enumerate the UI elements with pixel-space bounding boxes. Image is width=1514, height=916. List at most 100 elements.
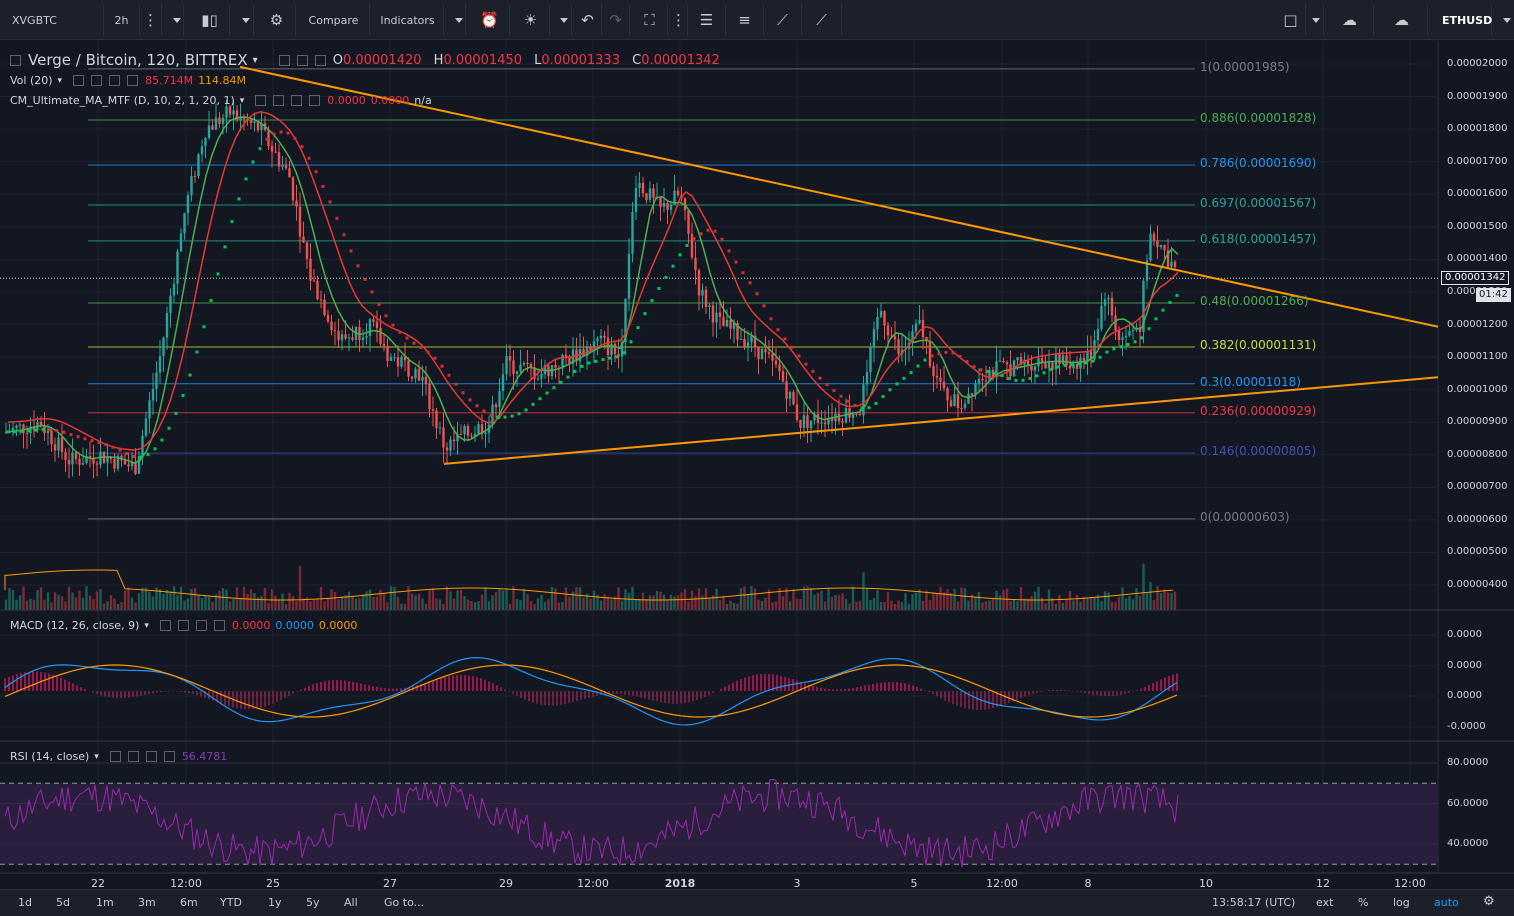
range-button[interactable]: 6m (180, 896, 198, 909)
volume-bar (799, 599, 802, 610)
macd-label[interactable]: MACD (12, 26, close, 9) (10, 619, 140, 632)
volume-label[interactable]: Vol (20) (10, 74, 53, 87)
eye-icon[interactable] (159, 620, 171, 631)
redo-icon[interactable]: ↷ (602, 4, 630, 36)
chart-type-dropdown[interactable] (230, 4, 254, 36)
ma-dot (181, 394, 185, 398)
drag-handle-icon[interactable]: ⋮ (670, 4, 688, 36)
horizontal-lines-icon[interactable]: ☰ (688, 4, 726, 36)
volume-bar (1086, 597, 1089, 610)
price-axis-label: 0.00001000 (1447, 383, 1508, 395)
plus-icon[interactable] (145, 751, 157, 762)
ideas-dropdown[interactable] (548, 4, 572, 36)
log-toggle[interactable]: log (1393, 896, 1410, 909)
range-button[interactable]: 1y (268, 896, 282, 909)
eye-icon[interactable] (278, 54, 290, 66)
plus-icon[interactable] (109, 75, 121, 86)
settings-icon[interactable] (91, 75, 103, 86)
close-icon[interactable] (163, 751, 175, 762)
compare-button[interactable]: Compare (298, 4, 370, 36)
candle-body (589, 346, 592, 351)
range-button[interactable]: 1d (18, 896, 32, 909)
ma-dot (503, 415, 507, 419)
chevron-down-icon[interactable]: ▾ (252, 54, 258, 66)
ma-dot (566, 375, 570, 379)
ma-dot (496, 415, 500, 419)
range-button[interactable]: 1m (96, 896, 114, 909)
time-axis-label: 12:00 (577, 877, 609, 890)
candle-body (739, 339, 743, 341)
symbol-search[interactable]: XVGBTC (0, 4, 104, 36)
settings-icon[interactable] (296, 54, 308, 66)
fib-fan-icon[interactable]: ⟋ (764, 4, 802, 36)
interval-menu-icon[interactable]: ⋮ (140, 4, 162, 36)
undo-icon[interactable]: ↶ (574, 4, 602, 36)
close-icon[interactable] (127, 75, 139, 86)
chevron-down-icon[interactable]: ▾ (239, 95, 245, 106)
volume-bar (809, 587, 813, 610)
chevron-down-icon[interactable]: ▾ (94, 751, 99, 762)
cloud-download-icon[interactable]: ☁ (1326, 4, 1374, 36)
indicators-button[interactable]: Indicators (372, 4, 444, 36)
layout-dropdown[interactable] (1300, 4, 1324, 36)
volume-bar (410, 593, 414, 610)
right-symbol-button[interactable]: ETHUSD (1430, 4, 1492, 36)
candle-body (662, 202, 666, 207)
chart-canvas[interactable] (0, 41, 1514, 889)
volume-bar (162, 594, 165, 610)
alert-icon[interactable]: ⏰ (470, 4, 510, 36)
chart-area[interactable]: Verge / Bitcoin, 120, BITTREX ▾ O0.00001… (0, 41, 1514, 889)
utc-clock[interactable]: 13:58:17 (UTC) (1212, 896, 1296, 909)
settings-icon[interactable] (273, 95, 285, 106)
gear-icon[interactable]: ⚙ (1483, 894, 1495, 909)
close-icon[interactable] (213, 620, 225, 631)
volume-bar (519, 600, 522, 610)
ext-toggle[interactable]: ext (1316, 896, 1334, 909)
trend-line-icon[interactable]: ⟋ (802, 4, 842, 36)
range-button[interactable]: 3m (138, 896, 156, 909)
range-button[interactable]: YTD (220, 896, 242, 909)
candle-body (627, 253, 631, 299)
fullscreen-icon[interactable]: ⛶ (632, 4, 668, 36)
ma-label[interactable]: CM_Ultimate_MA_MTF (D, 10, 2, 1, 20, 1) (10, 94, 235, 107)
ma-dot (405, 336, 409, 340)
close-icon[interactable] (309, 95, 321, 106)
main-title[interactable]: Verge / Bitcoin, 120, BITTREX (28, 51, 248, 69)
plus-icon[interactable] (291, 95, 303, 106)
candles-icon[interactable]: ▮▯ (190, 4, 230, 36)
gear-icon[interactable]: ⚙ (258, 4, 296, 36)
right-symbol-dropdown[interactable] (1492, 4, 1514, 36)
interval-dropdown[interactable] (162, 4, 184, 36)
candle-body (228, 106, 232, 115)
range-button[interactable]: All (344, 896, 358, 909)
plus-icon[interactable] (195, 620, 207, 631)
candle-body (967, 393, 970, 404)
eye-icon[interactable] (73, 75, 85, 86)
cloud-upload-icon[interactable]: ☁ (1376, 4, 1428, 36)
parallel-channel-icon[interactable]: ≡ (726, 4, 764, 36)
eye-icon[interactable] (109, 751, 121, 762)
rsi-label[interactable]: RSI (14, close) (10, 750, 90, 763)
chevron-down-icon[interactable]: ▾ (57, 75, 63, 86)
candle-body (214, 117, 218, 130)
percent-toggle[interactable]: % (1358, 896, 1369, 909)
settings-icon[interactable] (177, 620, 189, 631)
lightbulb-icon[interactable]: ☀ (512, 4, 550, 36)
ma-value-1: 0.0000 (327, 94, 366, 107)
range-button[interactable]: 5d (56, 896, 70, 909)
volume-bar (771, 602, 774, 610)
range-button[interactable]: 5y (306, 896, 320, 909)
goto-button[interactable]: Go to... (384, 896, 425, 909)
interval-button[interactable]: 2h (104, 4, 140, 36)
chevron-down-icon[interactable]: ▾ (144, 620, 149, 631)
eye-icon[interactable] (255, 95, 267, 106)
close-icon[interactable] (314, 54, 326, 66)
volume-bar (743, 586, 746, 610)
candle-body (830, 418, 834, 422)
candle-body (606, 337, 610, 356)
ma-dot (370, 290, 374, 294)
settings-icon[interactable] (127, 751, 139, 762)
auto-toggle[interactable]: auto (1434, 896, 1459, 909)
collapse-icon[interactable] (10, 54, 21, 66)
indicators-dropdown[interactable] (444, 4, 466, 36)
